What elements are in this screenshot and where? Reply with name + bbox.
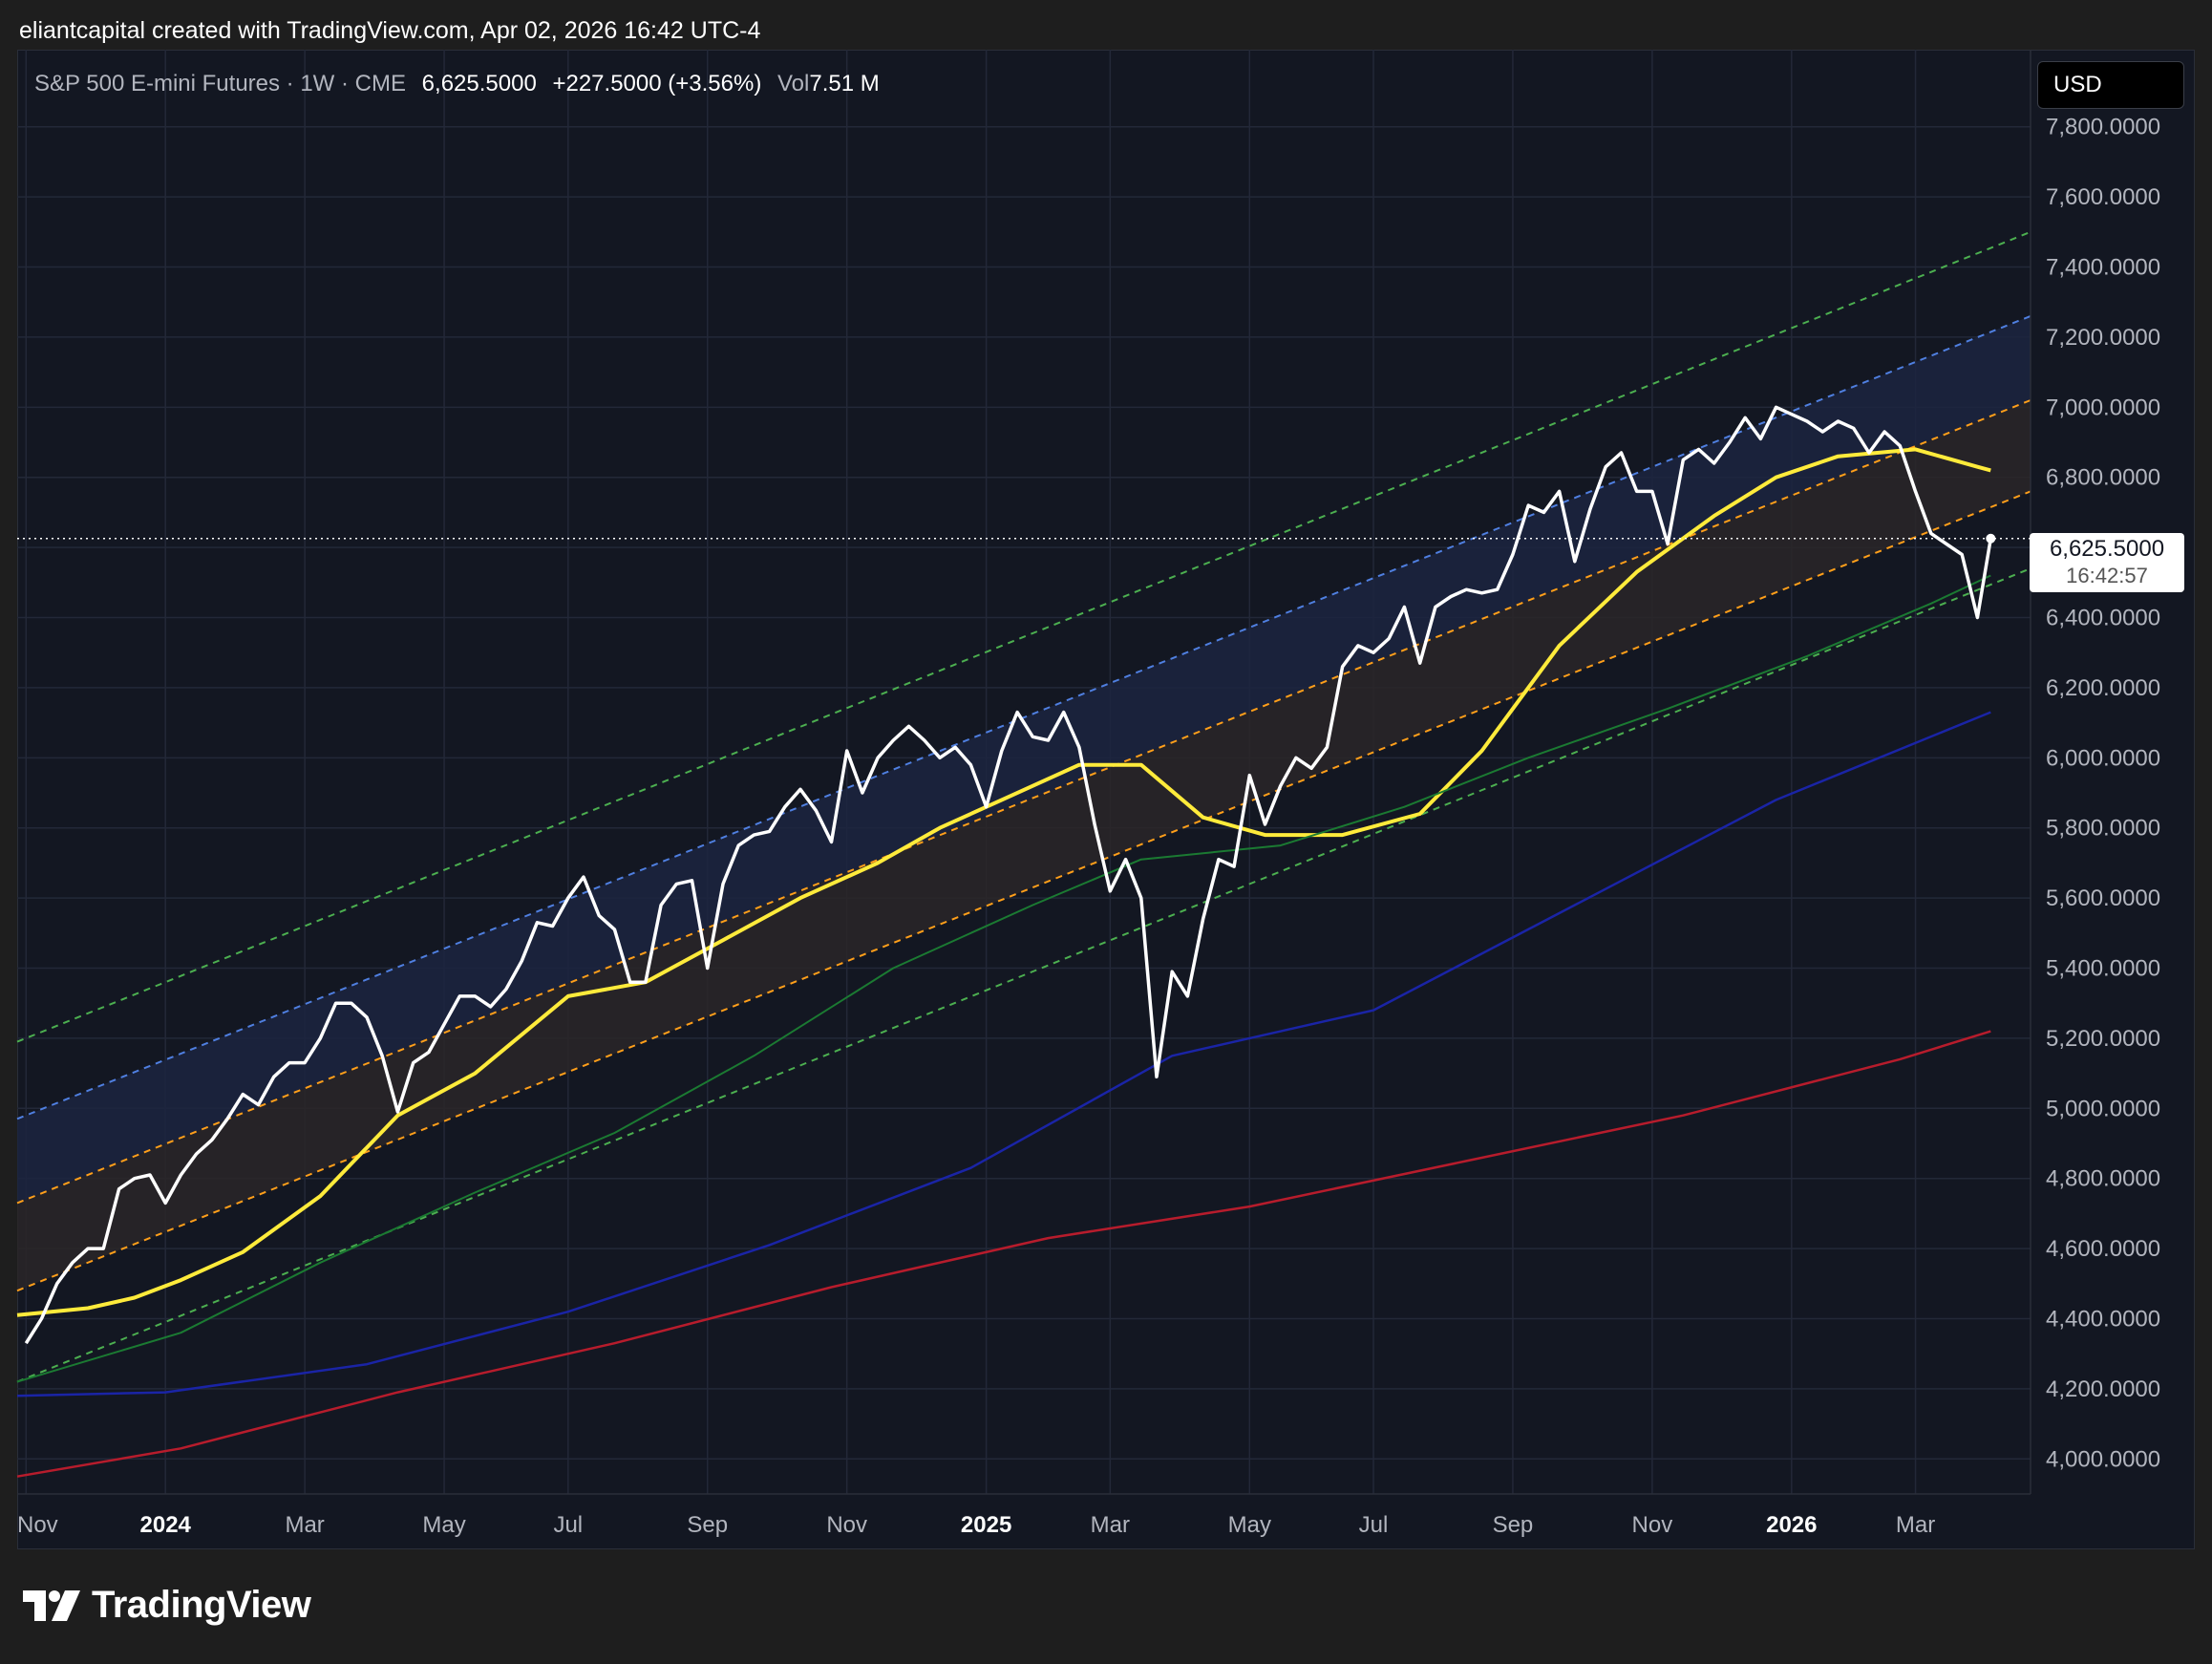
moving-average-yellow	[16, 447, 1991, 1317]
tradingview-logo[interactable]: TradingView	[23, 1584, 311, 1627]
symbol-description: S&P 500 E-mini Futures · 1W · CME	[34, 71, 406, 96]
price-tick-label: 5,200.0000	[2046, 1026, 2160, 1052]
time-tick-label: May	[422, 1512, 465, 1538]
lower-channel-fill	[17, 399, 2031, 1291]
bar-countdown: 16:42:57	[2066, 564, 2148, 587]
time-tick-label: 2025	[961, 1512, 1011, 1538]
price-tick-label: 4,400.0000	[2046, 1307, 2160, 1333]
time-tick-label: May	[1228, 1512, 1271, 1538]
channel-bands	[17, 315, 2031, 1291]
chart-attribution: eliantcapital created with TradingView.c…	[19, 17, 761, 44]
time-axis: Nov 2024 Mar May Jul Sep Nov 2025 Mar May Jul Sep No…	[17, 1493, 2031, 1538]
price-tick-label: 4,000.0000	[2046, 1446, 2160, 1472]
legend-change: +227.5000 (+3.56%)	[552, 71, 762, 96]
time-tick-label: Nov	[17, 1512, 58, 1538]
time-tick-label: Sep	[1493, 1512, 1534, 1538]
time-tick-label: Mar	[1896, 1512, 1935, 1538]
price-line	[24, 405, 1993, 1345]
price-tick-label: 7,200.0000	[2046, 325, 2160, 351]
last-price-dot	[1986, 533, 1996, 544]
time-tick-label: 2026	[1766, 1512, 1817, 1538]
legend-volume-label: Vol	[776, 71, 810, 96]
price-tick-label: 7,800.0000	[2046, 115, 2160, 140]
channel-line-mid-orange	[16, 399, 2031, 1205]
time-tick-label: Nov	[1632, 1512, 1673, 1538]
moving-average-blue	[16, 711, 1991, 1397]
price-tick-label: 4,800.0000	[2046, 1166, 2160, 1192]
moving-average-red	[16, 1030, 1991, 1478]
price-tick-label: 7,000.0000	[2046, 395, 2160, 420]
price-tick-label: 5,400.0000	[2046, 956, 2160, 982]
symbol-legend[interactable]: S&P 500 E-mini Futures · 1W · CME 6,625.…	[34, 71, 880, 97]
last-price-value: 6,625.5000	[2049, 536, 2165, 562]
price-tick-label: 5,000.0000	[2046, 1096, 2160, 1121]
price-tick-label: 7,600.0000	[2046, 184, 2160, 210]
price-tick-label: 4,200.0000	[2046, 1376, 2160, 1402]
price-tick-label: 6,000.0000	[2046, 745, 2160, 771]
moving-averages	[16, 447, 1991, 1478]
upper-channel-fill	[17, 315, 2031, 1204]
time-tick-label: Jul	[1359, 1512, 1389, 1538]
time-tick-label: Nov	[826, 1512, 867, 1538]
price-tick-label: 6,800.0000	[2046, 465, 2160, 491]
channel-line-upper-green	[16, 230, 2031, 1043]
last-price-label: 6,625.5000 16:42:57	[2030, 533, 2184, 592]
currency-selector[interactable]: USD	[2037, 61, 2184, 109]
price-tick-label: 4,600.0000	[2046, 1236, 2160, 1262]
channel-line-lower-green	[16, 567, 2031, 1383]
tradingview-logo-icon	[23, 1589, 80, 1621]
price-line-group	[17, 405, 2032, 1345]
channel-lines	[16, 230, 2031, 1383]
time-tick-label: Mar	[285, 1512, 324, 1538]
time-tick-label: Sep	[687, 1512, 728, 1538]
channel-line-upper-blue	[16, 314, 2031, 1120]
moving-average-green	[16, 574, 1991, 1383]
legend-price: 6,625.5000	[421, 71, 537, 96]
time-tick-label: Mar	[1091, 1512, 1130, 1538]
price-tick-label: 6,400.0000	[2046, 606, 2160, 631]
price-tick-label: 6,200.0000	[2046, 675, 2160, 701]
price-axis: 4,000.0000 4,200.0000 4,400.0000 4,600.0000…	[2030, 50, 2160, 1494]
legend-volume-value: 7.51 M	[809, 71, 880, 96]
price-tick-label: 7,400.0000	[2046, 255, 2160, 281]
time-tick-label: Jul	[553, 1512, 583, 1538]
time-tick-label: 2024	[140, 1512, 192, 1538]
brand-name: TradingView	[92, 1584, 311, 1626]
price-tick-label: 5,800.0000	[2046, 816, 2160, 842]
price-tick-label: 5,600.0000	[2046, 885, 2160, 911]
channel-line-low-orange	[16, 490, 2031, 1292]
